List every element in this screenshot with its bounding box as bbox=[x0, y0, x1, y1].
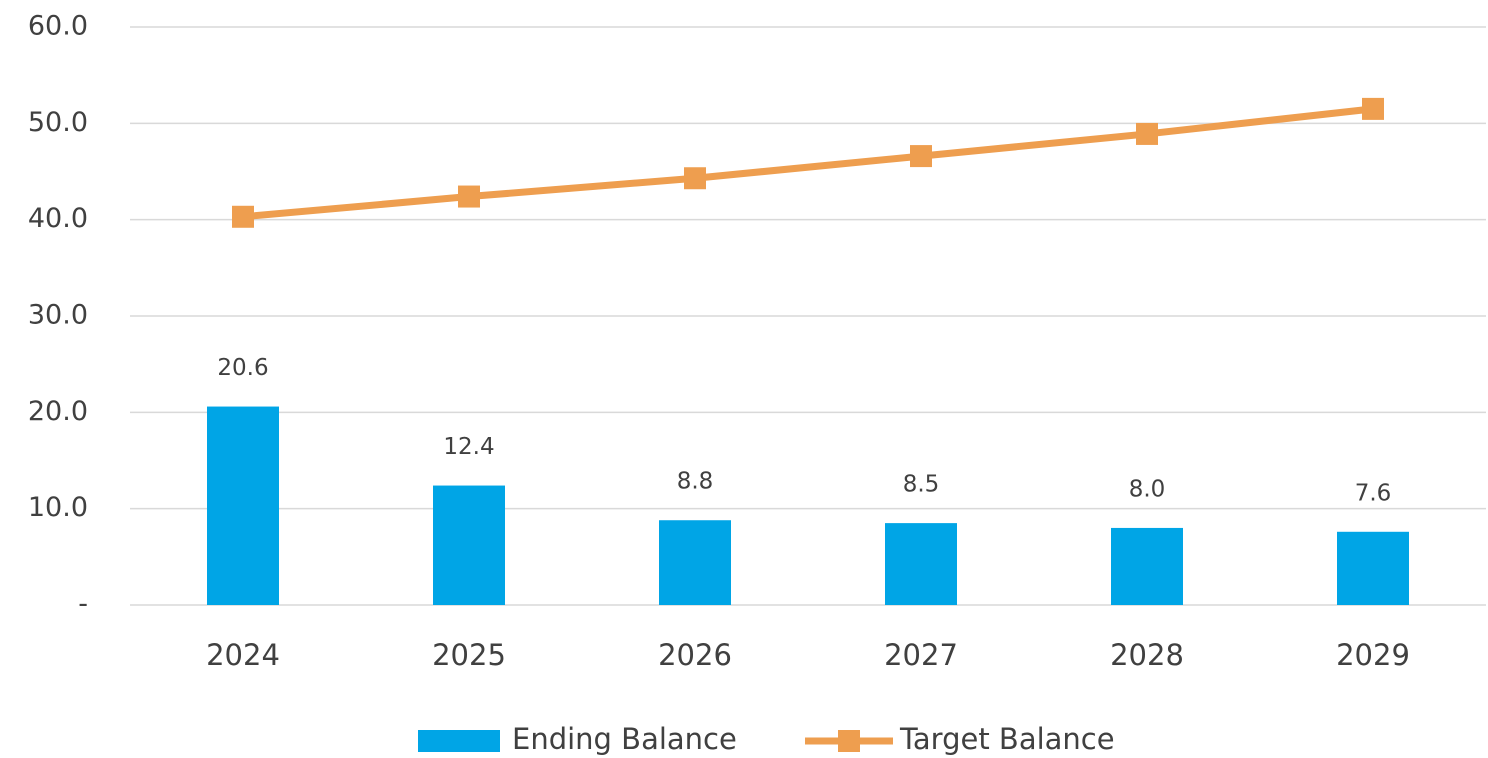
marker bbox=[1136, 122, 1158, 145]
y-tick-label: 30.0 bbox=[28, 300, 88, 331]
bar bbox=[433, 485, 505, 605]
legend-swatch bbox=[418, 730, 500, 752]
y-tick-label: 60.0 bbox=[28, 11, 88, 42]
marker bbox=[232, 205, 254, 228]
bar bbox=[207, 406, 279, 605]
legend-marker bbox=[838, 730, 860, 752]
y-tick-label: 40.0 bbox=[28, 203, 88, 234]
x-tick-label: 2026 bbox=[658, 638, 732, 672]
y-tick-label: 50.0 bbox=[28, 107, 88, 138]
x-tick-label: 2027 bbox=[884, 638, 958, 672]
marker bbox=[458, 185, 480, 208]
marker bbox=[684, 167, 706, 190]
data-label: 8.0 bbox=[1129, 476, 1166, 502]
y-tick-label: 20.0 bbox=[28, 396, 88, 427]
x-tick-label: 2024 bbox=[206, 638, 280, 672]
bar bbox=[659, 520, 731, 605]
y-tick-label: 10.0 bbox=[28, 492, 88, 523]
marker bbox=[910, 145, 932, 168]
x-tick-label: 2025 bbox=[432, 638, 506, 672]
data-label: 8.5 bbox=[903, 472, 940, 498]
marker bbox=[1362, 97, 1384, 120]
data-label: 7.6 bbox=[1355, 480, 1392, 506]
legend-label: Ending Balance bbox=[512, 722, 737, 756]
data-label: 20.6 bbox=[217, 355, 268, 381]
data-label: 12.4 bbox=[443, 434, 494, 460]
x-tick-label: 2028 bbox=[1110, 638, 1184, 672]
line bbox=[242, 105, 1374, 221]
bar bbox=[885, 523, 957, 605]
legend-label: Target Balance bbox=[899, 722, 1115, 756]
data-label: 8.8 bbox=[677, 469, 714, 495]
bar bbox=[1337, 531, 1409, 605]
bar bbox=[1111, 527, 1183, 605]
x-tick-label: 2029 bbox=[1336, 638, 1410, 672]
y-tick-label: - bbox=[78, 589, 88, 620]
